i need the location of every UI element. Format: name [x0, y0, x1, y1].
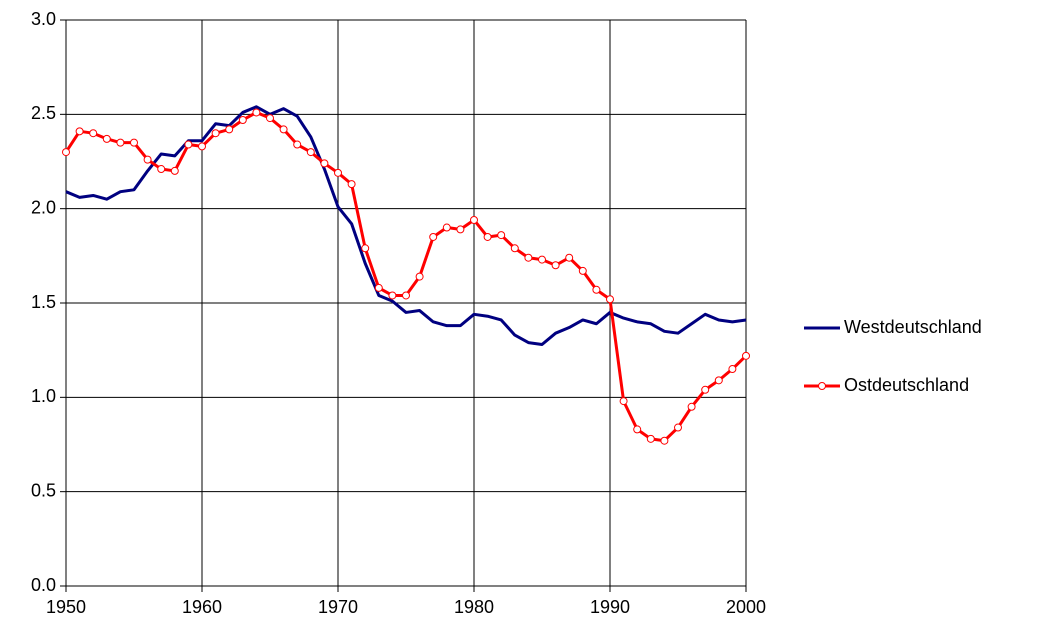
marker	[578, 266, 587, 275]
x-tick-label: 1990	[590, 597, 630, 617]
marker	[130, 138, 138, 147]
marker	[402, 291, 410, 300]
marker	[279, 125, 288, 134]
y-tick-label: 1.5	[31, 292, 56, 312]
x-tick-label: 1950	[46, 597, 86, 617]
marker	[102, 134, 111, 143]
marker	[238, 115, 247, 124]
marker	[184, 140, 193, 149]
marker	[116, 138, 125, 147]
marker	[524, 253, 533, 262]
x-tick-label: 1980	[454, 597, 494, 617]
marker	[701, 385, 710, 394]
marker	[361, 244, 370, 253]
marker	[429, 232, 438, 241]
marker	[606, 295, 614, 304]
marker	[62, 148, 70, 157]
marker	[415, 272, 424, 281]
marker	[89, 129, 98, 138]
marker	[592, 285, 601, 294]
y-tick-label: 0.0	[31, 575, 56, 595]
marker	[266, 114, 274, 123]
y-tick-label: 1.0	[31, 386, 56, 406]
legend-label: Westdeutschland	[844, 317, 982, 337]
marker	[388, 291, 397, 300]
marker	[334, 168, 342, 177]
marker	[619, 397, 628, 406]
marker	[497, 231, 506, 240]
marker	[742, 351, 750, 360]
marker	[252, 108, 261, 117]
series-line	[64, 110, 748, 443]
marker	[320, 159, 329, 168]
marker	[687, 402, 696, 411]
marker	[538, 255, 546, 264]
x-tick-label: 2000	[726, 597, 766, 617]
x-tick-label: 1960	[182, 597, 222, 617]
marker	[143, 155, 152, 164]
marker	[510, 244, 519, 253]
marker	[660, 436, 669, 445]
marker	[225, 125, 234, 134]
y-tick-label: 3.0	[31, 9, 56, 29]
marker	[714, 376, 723, 385]
marker	[293, 140, 302, 149]
marker	[728, 365, 737, 374]
marker	[75, 127, 84, 136]
marker	[306, 148, 315, 157]
marker	[442, 223, 451, 232]
y-tick-label: 2.0	[31, 197, 56, 217]
series-line	[65, 105, 747, 347]
x-tick-label: 1970	[318, 597, 358, 617]
marker	[674, 423, 682, 432]
y-tick-label: 2.5	[31, 103, 56, 123]
marker	[170, 166, 179, 175]
y-tick-label: 0.5	[31, 480, 56, 500]
marker	[551, 261, 560, 270]
marker	[374, 283, 383, 292]
marker	[646, 434, 655, 443]
marker	[198, 142, 206, 151]
legend-label: Ostdeutschland	[844, 375, 969, 395]
marker	[211, 129, 220, 138]
marker	[470, 215, 478, 224]
marker	[633, 425, 642, 434]
marker	[565, 253, 574, 262]
legend-marker	[818, 382, 826, 390]
marker	[483, 232, 492, 241]
marker	[347, 180, 356, 189]
marker	[157, 165, 166, 174]
marker	[456, 225, 465, 234]
